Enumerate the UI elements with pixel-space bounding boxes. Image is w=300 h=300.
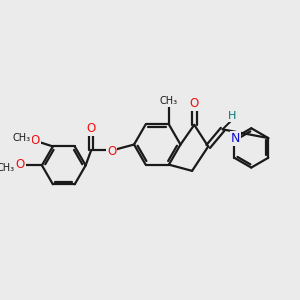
Text: CH₃: CH₃ — [160, 96, 178, 106]
Text: O: O — [15, 158, 24, 171]
Text: O: O — [87, 122, 96, 135]
Text: H: H — [228, 112, 236, 122]
Text: CH₃: CH₃ — [13, 133, 31, 143]
Text: O: O — [107, 145, 116, 158]
Text: O: O — [190, 97, 199, 110]
Text: N: N — [231, 132, 240, 145]
Text: CH₃: CH₃ — [0, 163, 15, 173]
Text: O: O — [31, 134, 40, 147]
